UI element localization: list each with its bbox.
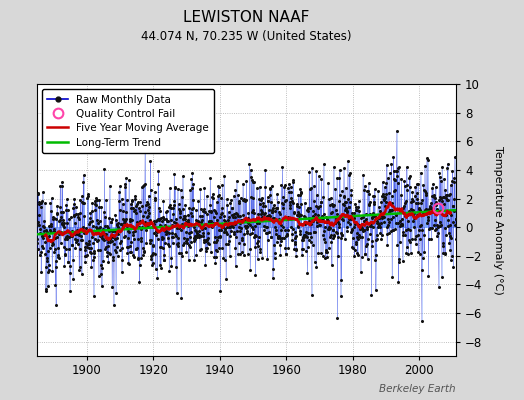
Legend: Raw Monthly Data, Quality Control Fail, Five Year Moving Average, Long-Term Tren: Raw Monthly Data, Quality Control Fail, …	[42, 89, 214, 153]
Y-axis label: Temperature Anomaly (°C): Temperature Anomaly (°C)	[493, 146, 503, 294]
Text: Berkeley Earth: Berkeley Earth	[379, 384, 456, 394]
Text: 44.074 N, 70.235 W (United States): 44.074 N, 70.235 W (United States)	[141, 30, 352, 43]
Text: LEWISTON NAAF: LEWISTON NAAF	[183, 10, 310, 25]
